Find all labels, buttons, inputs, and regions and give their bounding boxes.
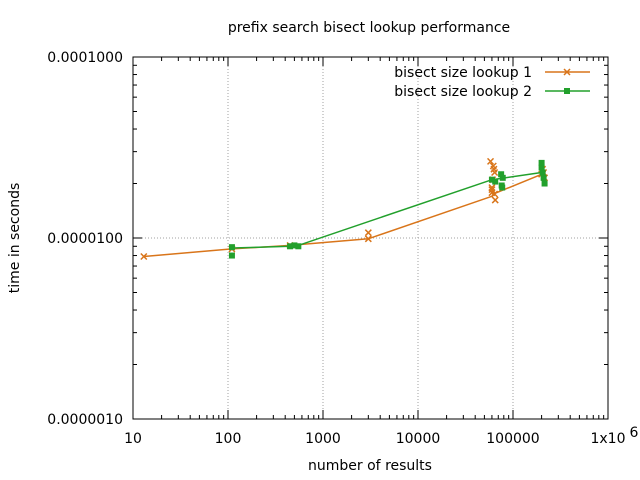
- y-tick-label: 0.0001000: [47, 50, 123, 66]
- x-tick-label: 100000: [486, 431, 539, 447]
- series-1: [140, 157, 549, 261]
- data-point: [540, 174, 547, 181]
- x-axis-label: number of results: [308, 458, 432, 474]
- data-point: [563, 68, 571, 76]
- series-2: [228, 159, 548, 259]
- series-line: [143, 173, 542, 258]
- data-point: [488, 184, 496, 192]
- axis-ticks: 10 100 1000 10000 100000 1x10 6 0.0000010 0.0000…: [47, 50, 638, 447]
- legend: bisect size lookup 1 bisect size lookup 2: [394, 65, 590, 100]
- data-point: [564, 88, 570, 94]
- x-tick-label: 10000: [396, 431, 441, 447]
- data-point: [491, 168, 499, 177]
- y-tick-label: 0.0000100: [47, 231, 123, 247]
- data-point: [498, 171, 505, 178]
- data-point: [291, 242, 298, 249]
- data-point: [486, 157, 495, 165]
- data-point: [538, 164, 545, 171]
- x-tick-label: 1000: [305, 431, 341, 447]
- y-axis-label: time in seconds: [7, 183, 23, 294]
- data-point: [287, 243, 294, 250]
- data-point: [228, 244, 235, 251]
- data-point: [499, 184, 506, 191]
- plot-series: [140, 157, 549, 261]
- data-point: [364, 235, 372, 243]
- x-tick-label: 1x10: [590, 431, 625, 447]
- data-point: [364, 229, 372, 237]
- data-point: [140, 252, 148, 261]
- data-point: [492, 178, 499, 185]
- data-point: [539, 169, 546, 176]
- legend-label: bisect size lookup 1: [394, 65, 532, 81]
- data-point: [541, 180, 548, 187]
- x-tick-label: 100: [215, 431, 242, 447]
- data-point: [538, 159, 545, 166]
- chart-title: prefix search bisect lookup performance: [228, 20, 510, 36]
- data-point: [491, 196, 499, 204]
- x-tick-label: 10: [124, 431, 142, 447]
- data-point: [295, 243, 302, 250]
- legend-label: bisect size lookup 2: [394, 84, 532, 100]
- data-point: [488, 176, 495, 183]
- data-point: [491, 190, 499, 198]
- y-tick-label: 0.0000010: [47, 412, 123, 428]
- data-point: [499, 174, 506, 181]
- data-point: [228, 252, 235, 259]
- x-tick-label-exponent: 6: [630, 425, 639, 441]
